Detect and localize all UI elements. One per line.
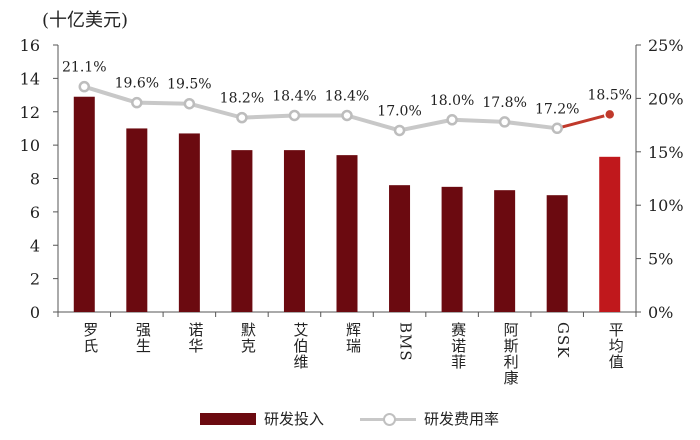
x-category-label: 阿斯利康 [502, 322, 520, 386]
y-left-tick-label: 6 [30, 203, 40, 222]
rd-rate-line [83, 84, 558, 133]
rate-data-label: 17.2% [535, 101, 579, 117]
legend: 研发投入 研发费用率 [200, 408, 620, 432]
bar-赛诺菲 [441, 186, 463, 312]
legend-bar-label: 研发投入 [264, 410, 325, 428]
y-right-tick-label: 10% [648, 196, 684, 215]
y-left-tick-label: 4 [30, 236, 40, 255]
rate-data-label: 17.8% [482, 95, 526, 111]
x-category-label: 艾伯维 [291, 322, 309, 370]
x-category-label: 平均值 [607, 322, 625, 370]
rate-point [288, 109, 301, 122]
rd-rate-line-average-segment [556, 112, 611, 130]
rate-point [236, 111, 248, 124]
legend-bar-swatch [200, 413, 256, 425]
y-right-tick-label: 5% [648, 250, 673, 269]
x-category-label: 默克 [239, 322, 257, 354]
rate-point [446, 114, 458, 126]
bar-GSK [546, 195, 568, 312]
y-right-tick-label: 0% [648, 303, 673, 322]
legend-item-bar: 研发投入 [200, 408, 340, 432]
bar-诺华 [178, 133, 200, 312]
y-left-tick-label: 10 [20, 136, 40, 155]
y-left-tick-label: 14 [20, 69, 40, 88]
rate-data-label: 18.4% [272, 88, 316, 104]
x-category-label: 赛诺菲 [449, 322, 467, 370]
rate-data-label: 18.0% [430, 93, 474, 109]
bar-强生 [126, 128, 148, 312]
x-category-label: 诺华 [186, 322, 204, 354]
rate-data-label: 18.2% [220, 91, 264, 107]
x-category-label: 辉瑞 [344, 322, 362, 354]
y-right-tick-label: 25% [648, 36, 684, 55]
bar-BMS [389, 185, 411, 312]
rate-data-label: 18.4% [325, 88, 369, 104]
rate-point [183, 97, 196, 110]
y-left-tick-label: 16 [20, 36, 40, 55]
y-left-tick-label: 0 [30, 303, 40, 322]
rate-point-average [603, 108, 616, 121]
rate-point [78, 80, 91, 93]
rate-point [393, 124, 406, 137]
rate-point [341, 109, 353, 122]
legend-line-marker [383, 413, 396, 426]
rate-point [551, 122, 563, 135]
legend-item-line: 研发费用率 [360, 408, 560, 432]
rate-data-label: 19.6% [115, 76, 159, 92]
rate-data-label: 17.0% [377, 103, 421, 119]
y-left-tick-label: 2 [30, 270, 40, 289]
y-left-tick-label: 8 [30, 170, 40, 189]
y-right-tick-label: 15% [648, 143, 684, 162]
y-right-tick-label: 20% [648, 89, 684, 108]
x-category-label: BMS [397, 322, 415, 362]
rate-point [498, 116, 511, 128]
y-left-unit-label: (十亿美元) [42, 10, 129, 31]
bar-艾伯维 [283, 150, 305, 312]
rate-data-label: 19.5% [167, 77, 211, 93]
x-category-label: 强生 [134, 322, 152, 354]
x-category-label: GSK [554, 322, 572, 358]
bar-平均值 [599, 156, 621, 312]
bar-阿斯利康 [494, 190, 516, 312]
bar-默克 [231, 150, 253, 312]
rate-data-label: 21.1% [62, 60, 106, 76]
rate-point [131, 96, 143, 109]
bar-罗氏 [73, 96, 95, 312]
bar-辉瑞 [336, 155, 358, 312]
rate-data-label: 18.5% [587, 87, 631, 103]
y-left-tick-label: 12 [20, 103, 40, 122]
x-category-label: 罗氏 [81, 322, 99, 354]
legend-line-label: 研发费用率 [424, 410, 500, 428]
